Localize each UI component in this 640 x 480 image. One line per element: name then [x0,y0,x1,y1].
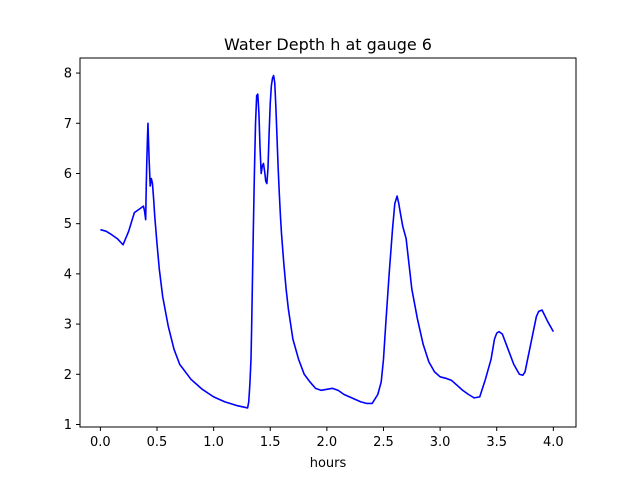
y-tick-label: 7 [64,117,72,132]
y-tick-label: 2 [64,368,72,383]
y-tick-label: 4 [64,267,72,282]
y-tick-label: 6 [64,167,72,182]
y-axis: 1 2 3 4 5 6 7 8 [64,67,80,433]
x-tick-label: 3.5 [486,435,507,450]
x-tick-label: 3.0 [430,435,451,450]
y-tick-label: 8 [64,67,72,82]
y-tick-label: 1 [64,418,72,433]
plot-frame [79,57,577,428]
y-tick-label: 3 [64,318,72,333]
y-tick-label: 5 [64,217,72,232]
chart-title: Water Depth h at gauge 6 [224,35,432,54]
x-tick-label: 1.5 [260,435,281,450]
plot-area [79,57,577,428]
x-tick-label: 0.5 [147,435,168,450]
x-tick-label: 2.0 [317,435,338,450]
x-axis-label: hours [310,456,347,471]
x-axis: 0.0 0.5 1.0 1.5 2.0 2.5 3.0 3.5 4.0 [90,427,564,450]
x-tick-label: 0.0 [90,435,111,450]
x-tick-label: 1.0 [203,435,224,450]
series-line-0 [100,74,555,409]
x-tick-label: 4.0 [543,435,564,450]
x-tick-label: 2.5 [373,435,394,450]
